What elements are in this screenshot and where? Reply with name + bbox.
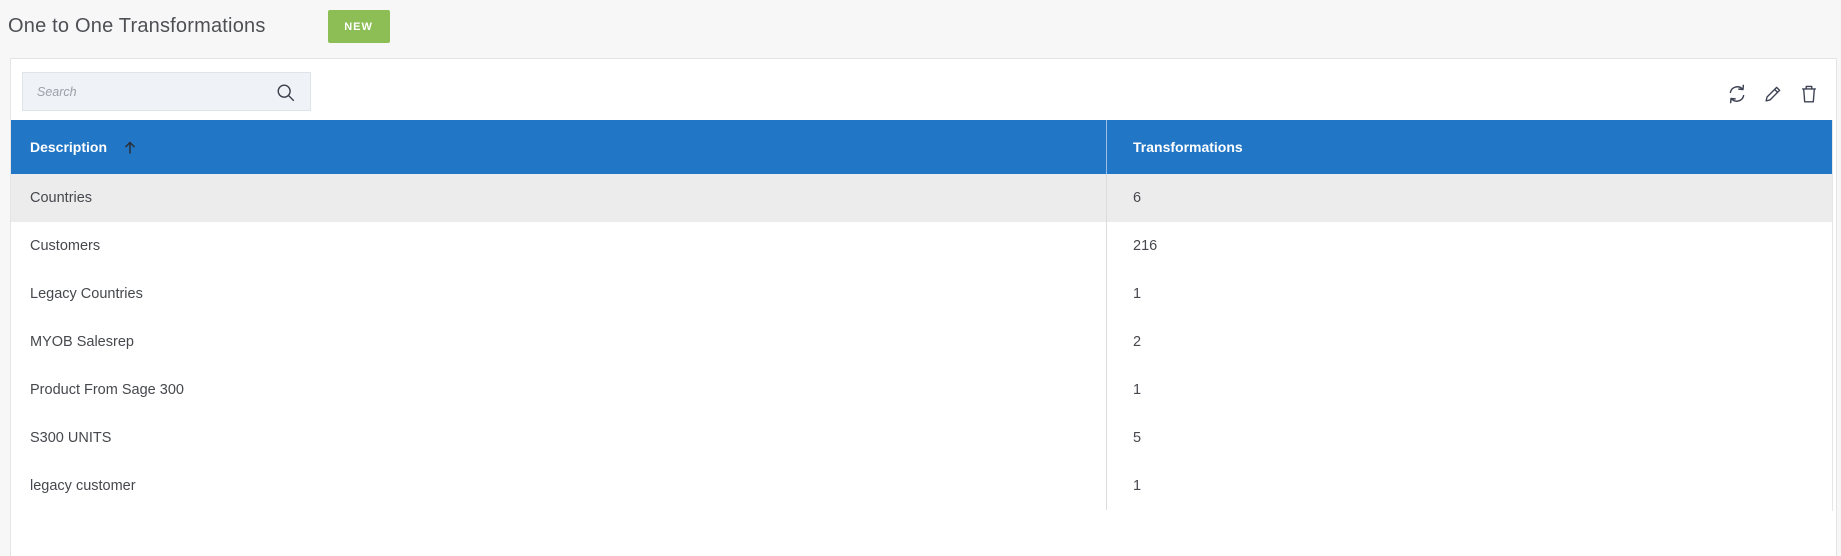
- search-icon: [275, 82, 297, 104]
- refresh-icon[interactable]: [1726, 83, 1748, 105]
- page-header: One to One Transformations NEW: [8, 0, 390, 53]
- cell-transformations: 1: [1133, 382, 1142, 398]
- cell-transformations: 216: [1133, 238, 1158, 254]
- pencil-icon[interactable]: [1762, 83, 1784, 105]
- grid-toolbar: [11, 59, 1836, 120]
- toolbar-actions: [1726, 59, 1820, 120]
- column-header-label: Transformations: [1133, 139, 1243, 155]
- table-row[interactable]: Legacy Countries 1: [11, 270, 1832, 318]
- cell-transformations: 6: [1133, 190, 1142, 206]
- cell-description: S300 UNITS: [11, 414, 1107, 462]
- trash-icon[interactable]: [1798, 83, 1820, 105]
- cell-description: legacy customer: [11, 462, 1107, 510]
- column-header-label: Description: [30, 139, 108, 155]
- page-title: One to One Transformations: [8, 15, 266, 37]
- data-grid: Description Transformations Countries 6 …: [11, 120, 1832, 510]
- cell-transformations: 2: [1133, 334, 1142, 350]
- table-row[interactable]: Customers 216: [11, 222, 1832, 270]
- cell-description: Customers: [11, 222, 1107, 270]
- cell-description: Legacy Countries: [11, 270, 1107, 318]
- search-box[interactable]: [22, 72, 311, 111]
- column-header-transformations[interactable]: Transformations: [1107, 120, 1832, 174]
- content-card: Description Transformations Countries 6 …: [10, 58, 1837, 556]
- table-row[interactable]: Product From Sage 300 1: [11, 366, 1832, 414]
- cell-transformations: 1: [1133, 478, 1142, 494]
- cell-transformations: 1: [1133, 286, 1142, 302]
- column-header-description[interactable]: Description: [11, 120, 1107, 174]
- scrollbar-track: [1832, 120, 1836, 511]
- cell-description: Product From Sage 300: [11, 366, 1107, 414]
- search-input[interactable]: [23, 73, 310, 110]
- new-button[interactable]: NEW: [327, 10, 390, 43]
- table-row[interactable]: MYOB Salesrep 2: [11, 318, 1832, 366]
- table-row[interactable]: legacy customer 1: [11, 462, 1832, 510]
- table-row[interactable]: Countries 6: [11, 174, 1832, 222]
- grid-header-row: Description Transformations: [11, 120, 1832, 174]
- grid-rows: Countries 6 Customers 216 Legacy Countri…: [11, 174, 1832, 510]
- table-row[interactable]: S300 UNITS 5: [11, 414, 1832, 462]
- cell-transformations: 5: [1133, 430, 1142, 446]
- cell-description: Countries: [11, 174, 1107, 222]
- cell-description: MYOB Salesrep: [11, 318, 1107, 366]
- sort-ascending-icon: [121, 138, 139, 156]
